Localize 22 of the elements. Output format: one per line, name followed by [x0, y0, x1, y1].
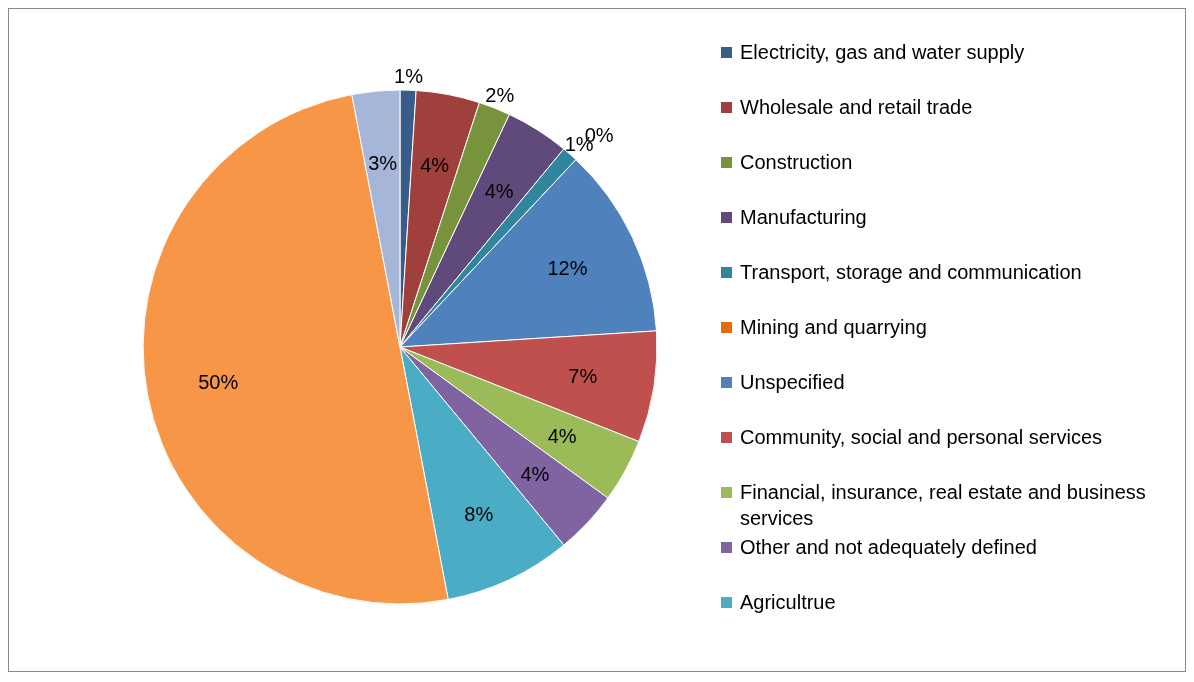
data-label: 50% — [198, 370, 239, 393]
data-label: 4% — [484, 179, 514, 202]
legend-label: Community, social and personal services — [740, 425, 1103, 450]
data-label: 2% — [485, 84, 515, 107]
data-label: 7% — [568, 364, 598, 387]
legend-label: Financial, insurance, real estate and business services — [740, 480, 1147, 531]
data-label: 4% — [520, 462, 550, 485]
data-label: 1% — [394, 65, 424, 88]
legend-label: Manufacturing — [740, 205, 867, 230]
data-label: 4% — [420, 154, 450, 177]
legend-label: Mining and quarrying — [740, 315, 927, 340]
legend-label: Construction — [740, 150, 853, 175]
data-label: 3% — [368, 151, 398, 174]
legend-label: Unspecified — [740, 370, 845, 395]
legend-label: Transport, storage and communication — [740, 260, 1082, 285]
legend-label: Agricultrue — [740, 590, 836, 615]
legend-label: Wholesale and retail trade — [740, 95, 973, 120]
data-label: 12% — [547, 257, 588, 280]
legend-label: Other and not adequately defined — [740, 535, 1037, 560]
data-label: 4% — [547, 425, 577, 448]
legend-label: Electricity, gas and water supply — [740, 40, 1025, 65]
data-label: 8% — [464, 503, 494, 526]
